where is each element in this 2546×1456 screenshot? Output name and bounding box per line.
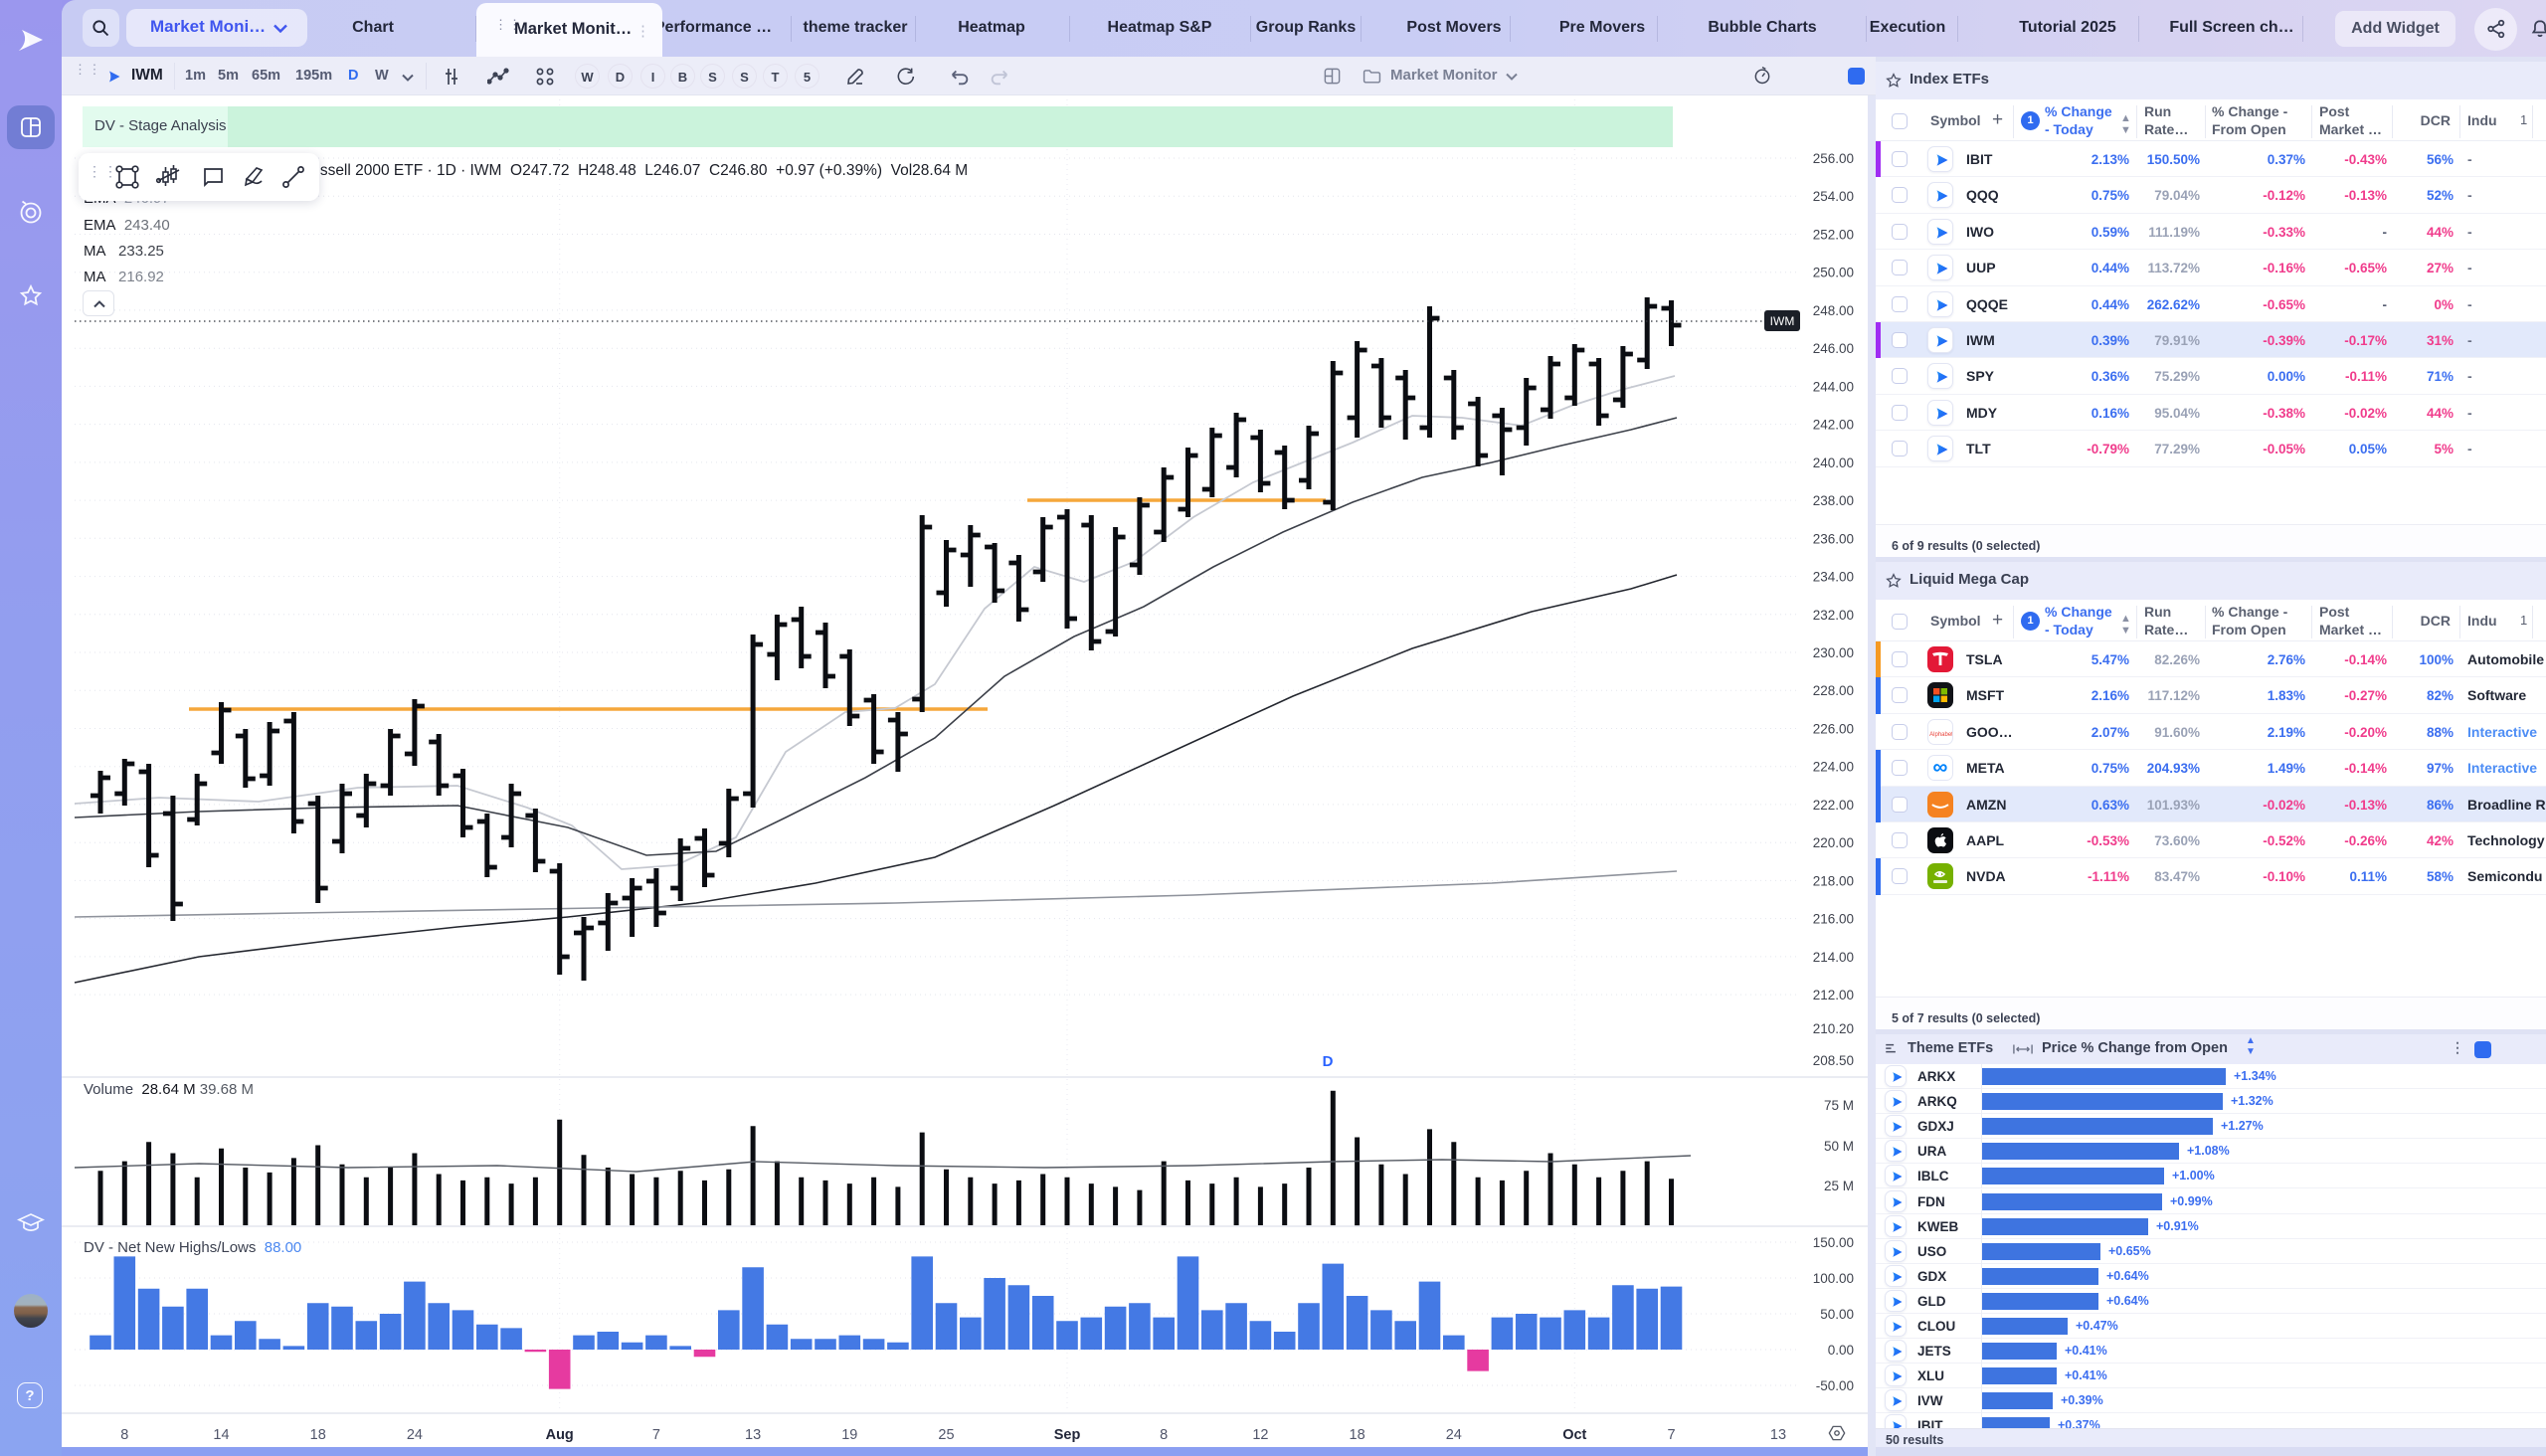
svg-text:8: 8 [1160,1427,1168,1443]
svg-text:216.00: 216.00 [1813,912,1854,927]
svg-text:19: 19 [841,1427,857,1443]
svg-text:D: D [1323,1053,1334,1070]
svg-text:18: 18 [310,1427,326,1443]
svg-text:12: 12 [1252,1427,1268,1443]
svg-text:228.00: 228.00 [1813,683,1854,698]
svg-text:230.00: 230.00 [1813,645,1854,660]
svg-text:14: 14 [213,1427,229,1443]
svg-text:224.00: 224.00 [1813,760,1854,775]
svg-text:244.00: 244.00 [1813,379,1854,394]
svg-text:25 M: 25 M [1824,1179,1854,1193]
svg-text:226.00: 226.00 [1813,722,1854,737]
svg-text:50.00: 50.00 [1820,1307,1854,1322]
svg-text:MA 216.92: MA 216.92 [84,269,164,285]
svg-text:Oct: Oct [1562,1427,1586,1443]
svg-text:234.00: 234.00 [1813,570,1854,585]
svg-text:240.00: 240.00 [1813,455,1854,470]
svg-text:232.00: 232.00 [1813,608,1854,623]
svg-text:7: 7 [652,1427,660,1443]
svg-text:238.00: 238.00 [1813,493,1854,508]
svg-text:248.00: 248.00 [1813,303,1854,318]
svg-text:DV - Net New Highs/Lows 88.00: DV - Net New Highs/Lows 88.00 [84,1239,301,1256]
svg-text:246.00: 246.00 [1813,341,1854,356]
svg-text:214.00: 214.00 [1813,950,1854,965]
svg-text:-50.00: -50.00 [1816,1378,1854,1393]
svg-text:Russell 2000 ETF · 1D · IWM O: Russell 2000 ETF · 1D · IWM O247.72 H248… [300,162,968,179]
svg-text:24: 24 [1446,1427,1462,1443]
svg-text:EMA 243.40: EMA 243.40 [84,217,170,234]
svg-text:252.00: 252.00 [1813,228,1854,243]
svg-text:Volume 28.64 M 39.68 M: Volume 28.64 M 39.68 M [84,1081,254,1098]
svg-text:222.00: 222.00 [1813,798,1854,813]
svg-text:MA 233.25: MA 233.25 [84,243,164,260]
svg-text:218.00: 218.00 [1813,873,1854,888]
svg-text:13: 13 [1770,1427,1786,1443]
svg-text:242.00: 242.00 [1813,418,1854,433]
svg-text:8: 8 [120,1427,128,1443]
svg-text:150.00: 150.00 [1813,1235,1854,1250]
svg-text:220.00: 220.00 [1813,835,1854,850]
svg-text:13: 13 [745,1427,761,1443]
svg-text:212.00: 212.00 [1813,988,1854,1002]
svg-text:208.50: 208.50 [1813,1053,1854,1068]
svg-text:Aug: Aug [546,1427,574,1443]
svg-text:7: 7 [1667,1427,1675,1443]
svg-text:256.00: 256.00 [1813,151,1854,166]
svg-text:100.00: 100.00 [1813,1271,1854,1286]
svg-text:0.00: 0.00 [1828,1343,1854,1358]
svg-text:236.00: 236.00 [1813,531,1854,546]
svg-text:50 M: 50 M [1824,1139,1854,1154]
svg-text:18: 18 [1350,1427,1365,1443]
svg-text:Alphabet: Alphabet [1929,732,1953,738]
svg-text:210.20: 210.20 [1813,1021,1854,1036]
svg-text:IWM: IWM [1770,314,1795,328]
svg-text:24: 24 [407,1427,423,1443]
svg-text:75 M: 75 M [1824,1098,1854,1113]
svg-text:254.00: 254.00 [1813,189,1854,204]
svg-text:250.00: 250.00 [1813,266,1854,280]
svg-text:Sep: Sep [1054,1427,1081,1443]
svg-text:25: 25 [938,1427,954,1443]
